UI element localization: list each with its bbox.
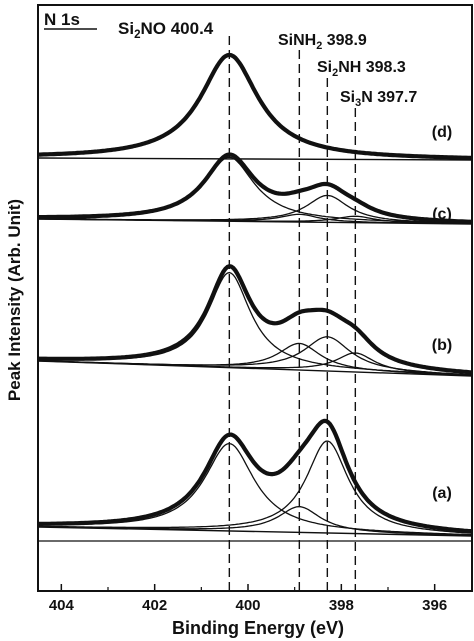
- spectrum-envelope: [37, 52, 473, 160]
- spectra-group: (a) (b) (c) (d): [37, 52, 473, 542]
- spectrum-envelope: [37, 152, 473, 224]
- spectrum-component: [38, 440, 473, 534]
- spectrum-component: [38, 506, 472, 537]
- y-axis-label: Peak Intensity (Arb. Unit): [5, 199, 24, 401]
- x-axis-label: Binding Energy (eV): [172, 618, 344, 638]
- spectrum-component: [38, 156, 472, 224]
- spectrum-1: (b): [37, 264, 473, 377]
- spectrum-3: (d): [37, 52, 473, 161]
- spectrum-2: (c): [37, 152, 473, 225]
- x-tick-label: 396: [422, 597, 447, 614]
- spectrum-label: (b): [432, 337, 452, 354]
- spectrum-label: (a): [432, 485, 452, 502]
- spectrum-0: (a): [37, 418, 473, 537]
- reference-label-sinh2: SiNH2 398.9: [278, 32, 367, 52]
- reference-label-si2no: Si2NO 400.4: [118, 19, 214, 41]
- spectrum-baseline: [37, 157, 473, 161]
- chart-title: N 1s: [44, 10, 80, 29]
- x-tick-label: 400: [235, 597, 260, 614]
- x-tick-label: 402: [142, 597, 167, 614]
- x-axis-ticks: 404 402 400 398 396: [49, 584, 447, 614]
- plot-frame: [37, 4, 473, 592]
- reference-label-si2nh: Si2NH 398.3: [317, 59, 406, 79]
- spectrum-envelope: [37, 418, 473, 534]
- spectrum-component: [38, 54, 473, 159]
- spectrum-envelope: [37, 264, 473, 375]
- reference-label-si3n: Si3N 397.7: [340, 89, 417, 109]
- spectrum-label: (d): [432, 124, 452, 141]
- reference-lines: Si2NO 400.4 SiNH2 398.9 Si2NH 398.3 Si3N 39…: [118, 19, 417, 590]
- x-tick-label: 404: [49, 597, 75, 614]
- spectrum-component: [38, 215, 473, 225]
- spectrum-label: (c): [432, 206, 452, 223]
- spectrum-component: [37, 352, 473, 376]
- x-tick-label: 398: [329, 597, 354, 614]
